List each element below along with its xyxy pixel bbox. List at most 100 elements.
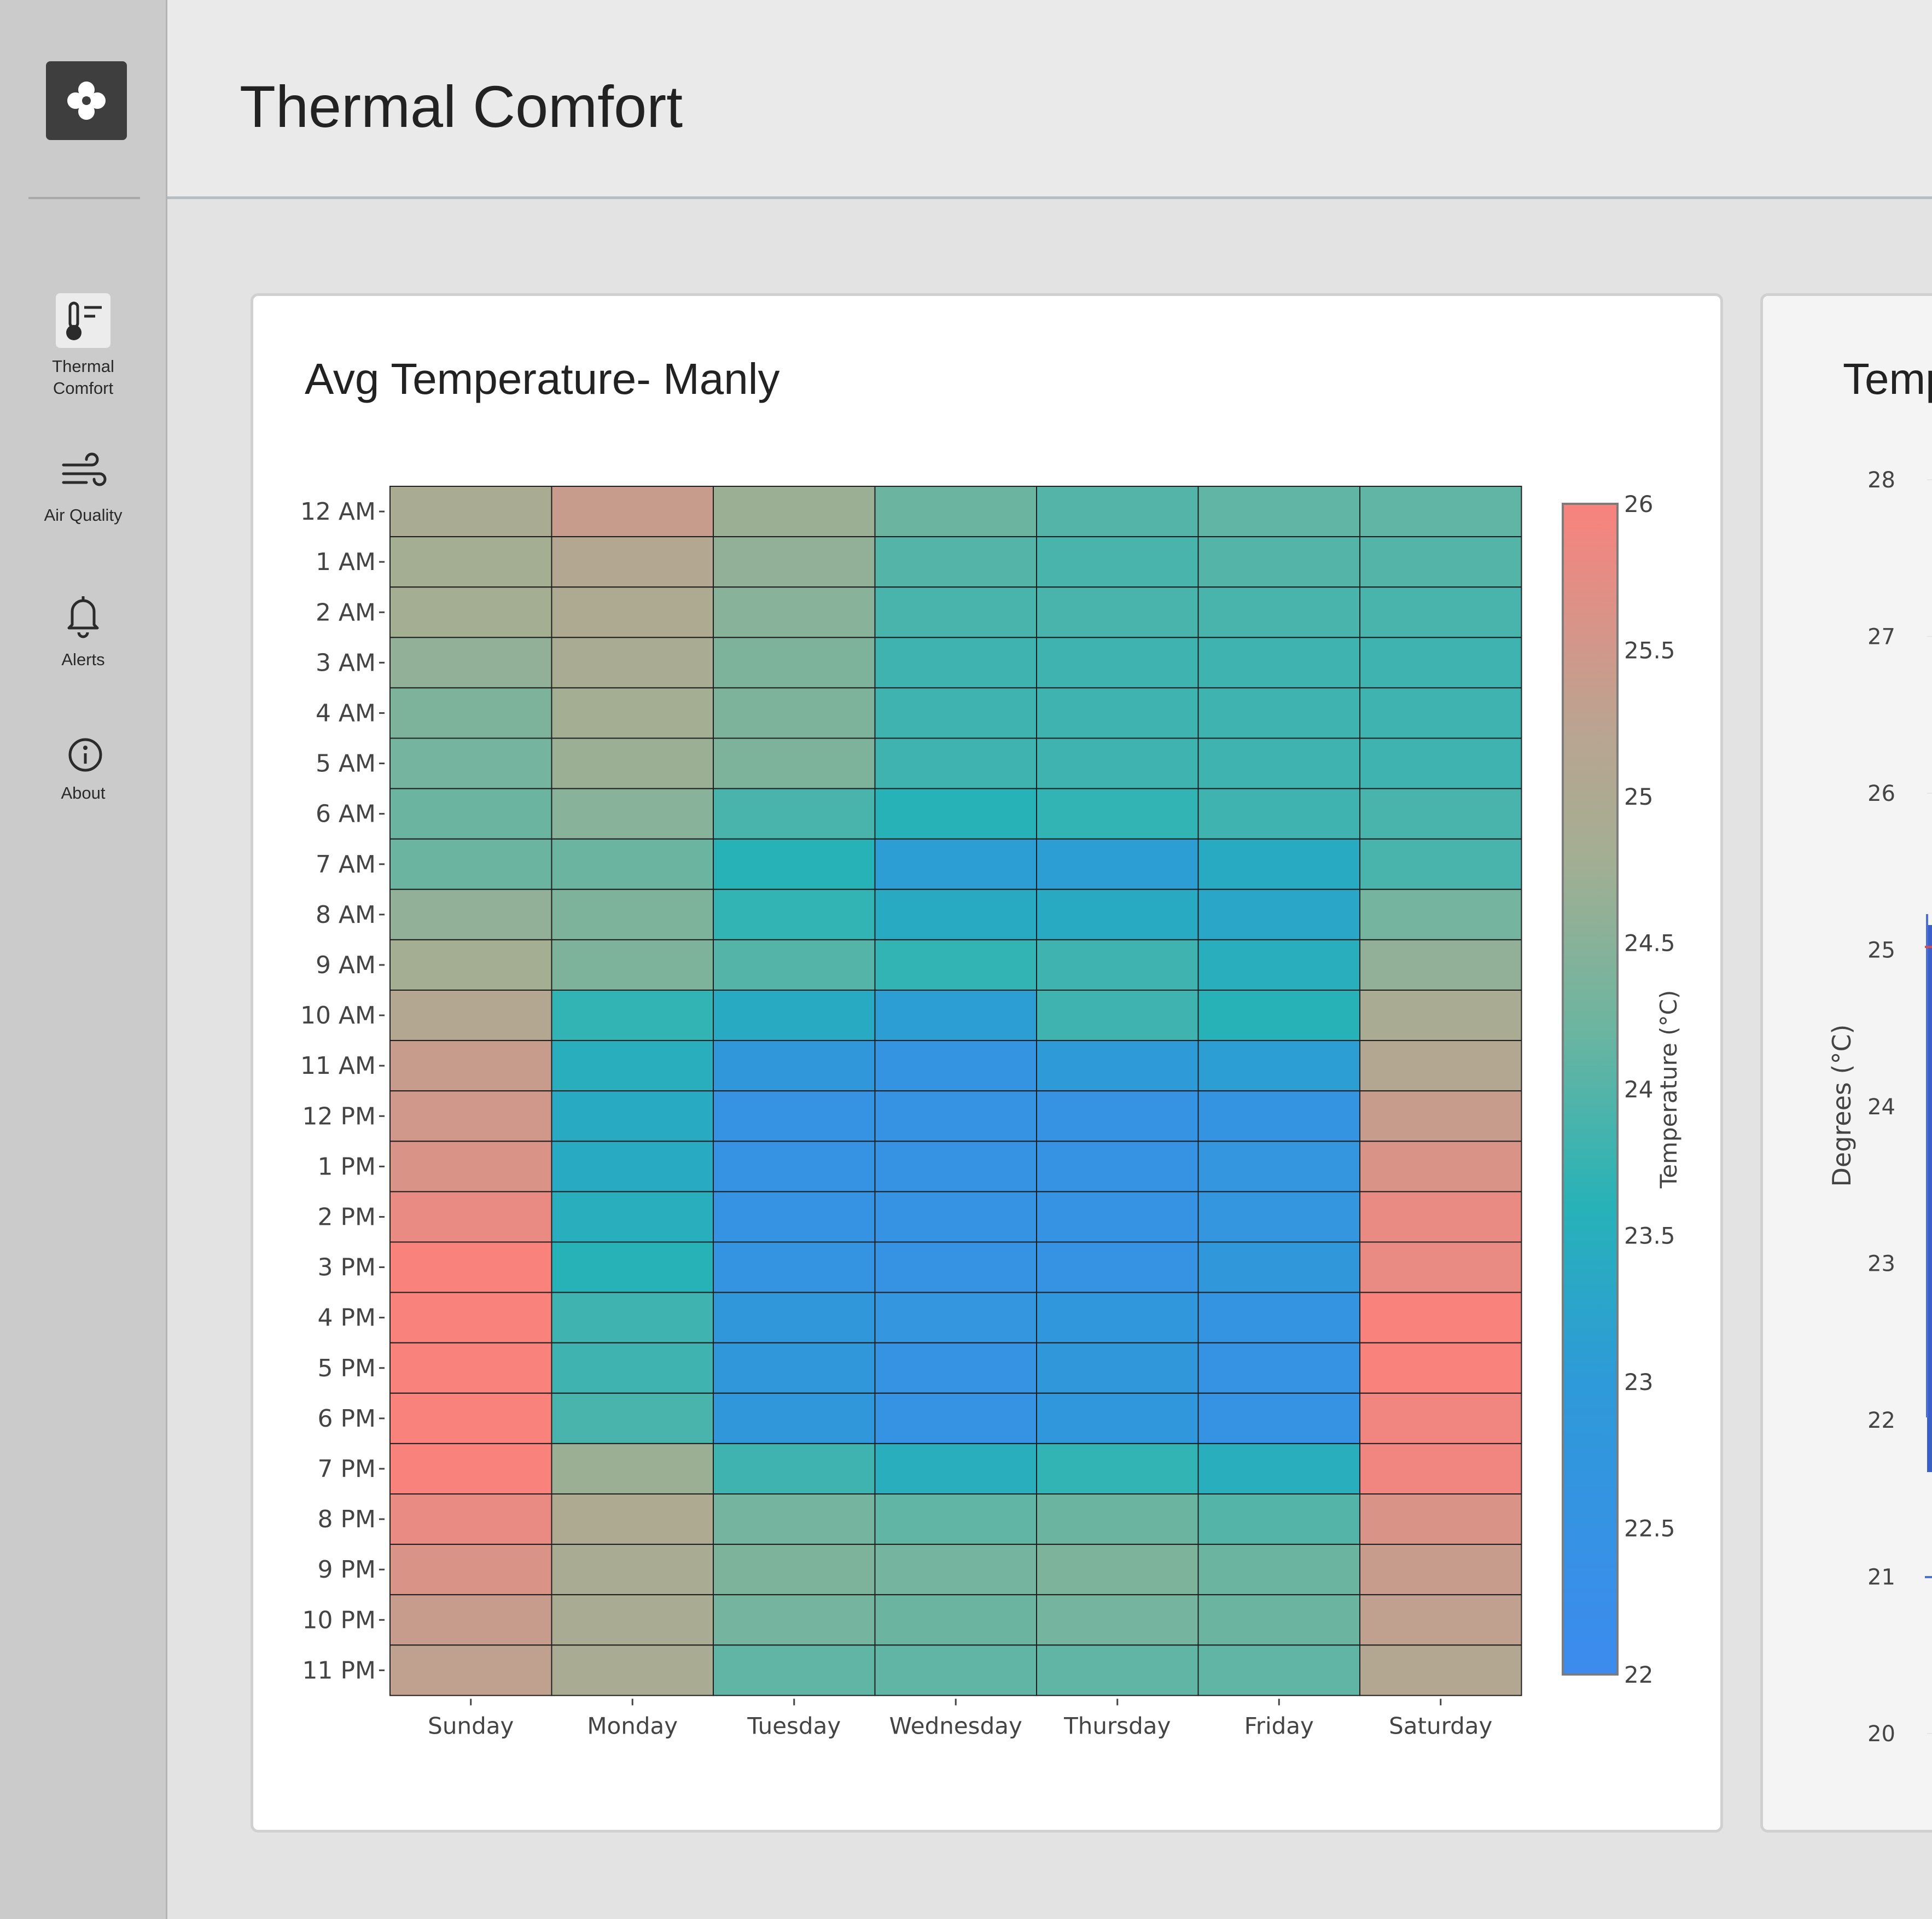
heatmap-cell: [1197, 939, 1360, 991]
heatmap-cell: [874, 586, 1037, 638]
sidebar-item-label: About: [61, 783, 106, 803]
y-tick-label: 8 AM: [316, 901, 376, 929]
heatmap-cell: [713, 737, 876, 789]
heatmap-cell: [713, 838, 876, 890]
y-tick-label: 2 AM: [316, 598, 376, 626]
heatmap-cell: [874, 1040, 1037, 1092]
heatmap-cell: [874, 1141, 1037, 1193]
sidebar-item-thermal-comfort[interactable]: Thermal Comfort: [0, 292, 166, 402]
heatmap-cell: [713, 586, 876, 638]
y-tick-label: 7 AM: [316, 851, 376, 879]
heatmap-cell: [1036, 737, 1199, 789]
x-tick-label: Saturday: [1389, 1712, 1492, 1739]
bell-icon: [56, 589, 110, 643]
sidebar-item-label: Thermal: [52, 357, 114, 376]
colorbar-tick-label: 25.5: [1624, 637, 1675, 664]
heatmap-cell: [713, 1443, 876, 1495]
heatmap-cell: [1359, 888, 1522, 940]
heatmap-cell: [874, 486, 1037, 538]
heatmap-cell: [1359, 1090, 1522, 1142]
y-axis-label: Degrees (°C): [1827, 1024, 1857, 1187]
heatmap-cell: [551, 1544, 714, 1596]
y-tick-label: 1 AM: [316, 548, 376, 576]
heatmap-cell: [713, 1141, 876, 1193]
heatmap-cell: [1359, 1292, 1522, 1344]
heatmap-cell: [1359, 737, 1522, 789]
heatmap-cell: [389, 536, 552, 588]
app-logo[interactable]: [46, 61, 127, 140]
sidebar-item-alerts[interactable]: Alerts: [0, 589, 166, 671]
line-chart[interactable]: 28 27 26 25 24 23 22 21 20 Degrees (°C): [1763, 296, 1932, 1830]
y-tick-label: 21: [1867, 1565, 1895, 1590]
heatmap-cell: [551, 1443, 714, 1495]
heatmap-cell: [713, 1544, 876, 1596]
heatmap-cell: [713, 1191, 876, 1243]
colorbar: [1562, 503, 1619, 1676]
heatmap-cell: [1197, 586, 1360, 638]
heatmap-cell: [1197, 1141, 1360, 1193]
heatmap-cell: [713, 990, 876, 1042]
heatmap-cell: [389, 1644, 552, 1696]
heatmap-cell: [713, 687, 876, 739]
heatmap-cell: [1036, 1141, 1199, 1193]
heatmap-cell: [874, 939, 1037, 991]
heatmap-cell: [1036, 1241, 1199, 1293]
heatmap-cell: [713, 1644, 876, 1696]
heatmap-cell: [389, 990, 552, 1042]
heatmap-cell: [551, 1191, 714, 1243]
thermometer-icon: [56, 293, 110, 348]
heatmap-cell: [874, 1342, 1037, 1394]
heatmap-cell: [389, 586, 552, 638]
heatmap-cell: [1036, 888, 1199, 940]
heatmap-cell: [1359, 1241, 1522, 1293]
heatmap-cell: [1197, 1191, 1360, 1243]
heatmap-cell: [874, 1594, 1037, 1646]
x-tick-label: Tuesday: [747, 1712, 841, 1739]
colorbar-tick-label: 24: [1624, 1076, 1653, 1103]
heatmap-cell: [389, 788, 552, 840]
sidebar-item-label: Alerts: [61, 650, 105, 669]
heatmap-cell: [551, 888, 714, 940]
heatmap-cell: [713, 1090, 876, 1142]
x-tick-label: Sunday: [428, 1712, 514, 1739]
heatmap-cell: [874, 788, 1037, 840]
heatmap-cell: [1359, 586, 1522, 638]
heatmap-cell: [551, 1594, 714, 1646]
y-tick-label: 23: [1867, 1252, 1895, 1277]
heatmap-cell: [1036, 1040, 1199, 1092]
heatmap-cell: [1197, 486, 1360, 538]
heatmap-chart[interactable]: 12 AM 1 AM 2 AM 3 AM 4 AM 5 AM 6 AM 7 AM 8 AM 9 A…: [253, 296, 1720, 1830]
heatmap-cell: [713, 1392, 876, 1444]
heatmap-cell: [1197, 788, 1360, 840]
heatmap-cell: [1197, 737, 1360, 789]
heatmap-cell: [389, 838, 552, 890]
heatmap-cell: [874, 1292, 1037, 1344]
flower-icon: [67, 82, 106, 120]
heatmap-cell: [389, 1342, 552, 1394]
y-tick-label: 22: [1867, 1408, 1895, 1433]
sidebar-item-about[interactable]: About: [0, 728, 166, 810]
heatmap-cell: [1197, 838, 1360, 890]
heatmap-cell: [874, 1191, 1037, 1243]
y-tick-label: 24: [1867, 1095, 1895, 1120]
x-tick-label: Monday: [587, 1712, 678, 1739]
sidebar-item-air-quality[interactable]: Air Quality: [0, 450, 166, 532]
heatmap-cell: [1197, 1040, 1360, 1092]
heatmap-cell: [1197, 687, 1360, 739]
heatmap-cell: [1197, 536, 1360, 588]
heatmap-cell: [1197, 1241, 1360, 1293]
heatmap-cell: [874, 888, 1037, 940]
wind-icon: [56, 450, 110, 504]
y-tick-label: 11 AM: [300, 1052, 376, 1080]
heatmap-cell: [389, 1141, 552, 1193]
heatmap-cell: [1036, 990, 1199, 1042]
colorbar-tick-label: 22: [1624, 1661, 1653, 1688]
heatmap-cell: [1359, 536, 1522, 588]
sidebar: Thermal Comfort Air Quality: [0, 0, 167, 1919]
heatmap-cell: [874, 1493, 1037, 1545]
y-tick-label: 1 PM: [318, 1153, 376, 1181]
y-tick-label: 7 PM: [318, 1455, 376, 1483]
heatmap-cell: [874, 536, 1037, 588]
heatmap-cell: [1036, 1644, 1199, 1696]
y-tick-label: 3 AM: [316, 649, 376, 677]
